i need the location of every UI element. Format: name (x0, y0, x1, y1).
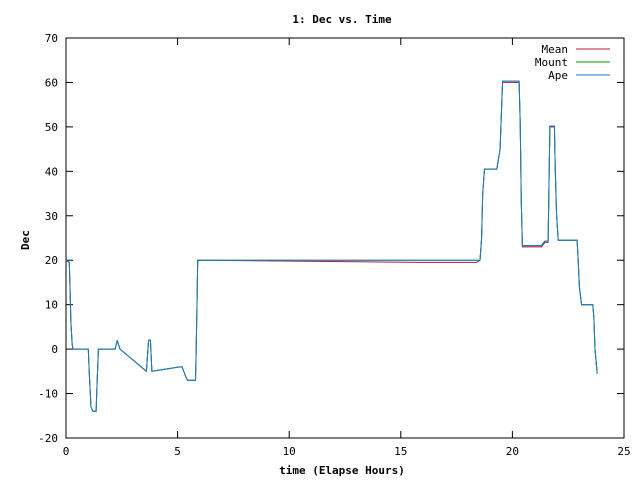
y-tick-label: -10 (38, 388, 58, 401)
y-tick-label: 70 (45, 32, 58, 45)
y-tick-label: -20 (38, 432, 58, 445)
y-tick-label: 0 (51, 343, 58, 356)
x-tick-label: 5 (174, 445, 181, 458)
x-tick-label: 15 (394, 445, 407, 458)
x-tick-label: 20 (506, 445, 519, 458)
series-line-mean (65, 81, 598, 412)
chart-title: 1: Dec vs. Time (292, 13, 392, 26)
series-layer (65, 80, 598, 412)
plot-frame (65, 37, 625, 439)
series-line-ape (65, 80, 598, 412)
y-tick-label: 50 (45, 121, 58, 134)
y-tick-label: 10 (45, 299, 58, 312)
y-tick-label: 20 (45, 254, 58, 267)
y-tick-label: 30 (45, 210, 58, 223)
y-axis: -20 -10 0 10 20 30 40 50 60 70 (38, 32, 624, 445)
y-axis-label: Dec (19, 230, 32, 250)
x-tick-label: 0 (63, 445, 70, 458)
y-tick-label: 40 (45, 165, 58, 178)
legend-label-mean: Mean (542, 43, 569, 56)
x-axis-label: time (Elapse Hours) (279, 464, 405, 477)
y-tick-label: 60 (45, 76, 58, 89)
legend-label-mount: Mount (535, 56, 568, 69)
x-axis: 0 5 10 15 20 25 (63, 38, 631, 458)
x-tick-label: 25 (617, 445, 630, 458)
legend-label-ape: Ape (548, 69, 568, 82)
x-tick-label: 10 (283, 445, 296, 458)
series-line-mount (65, 80, 598, 412)
